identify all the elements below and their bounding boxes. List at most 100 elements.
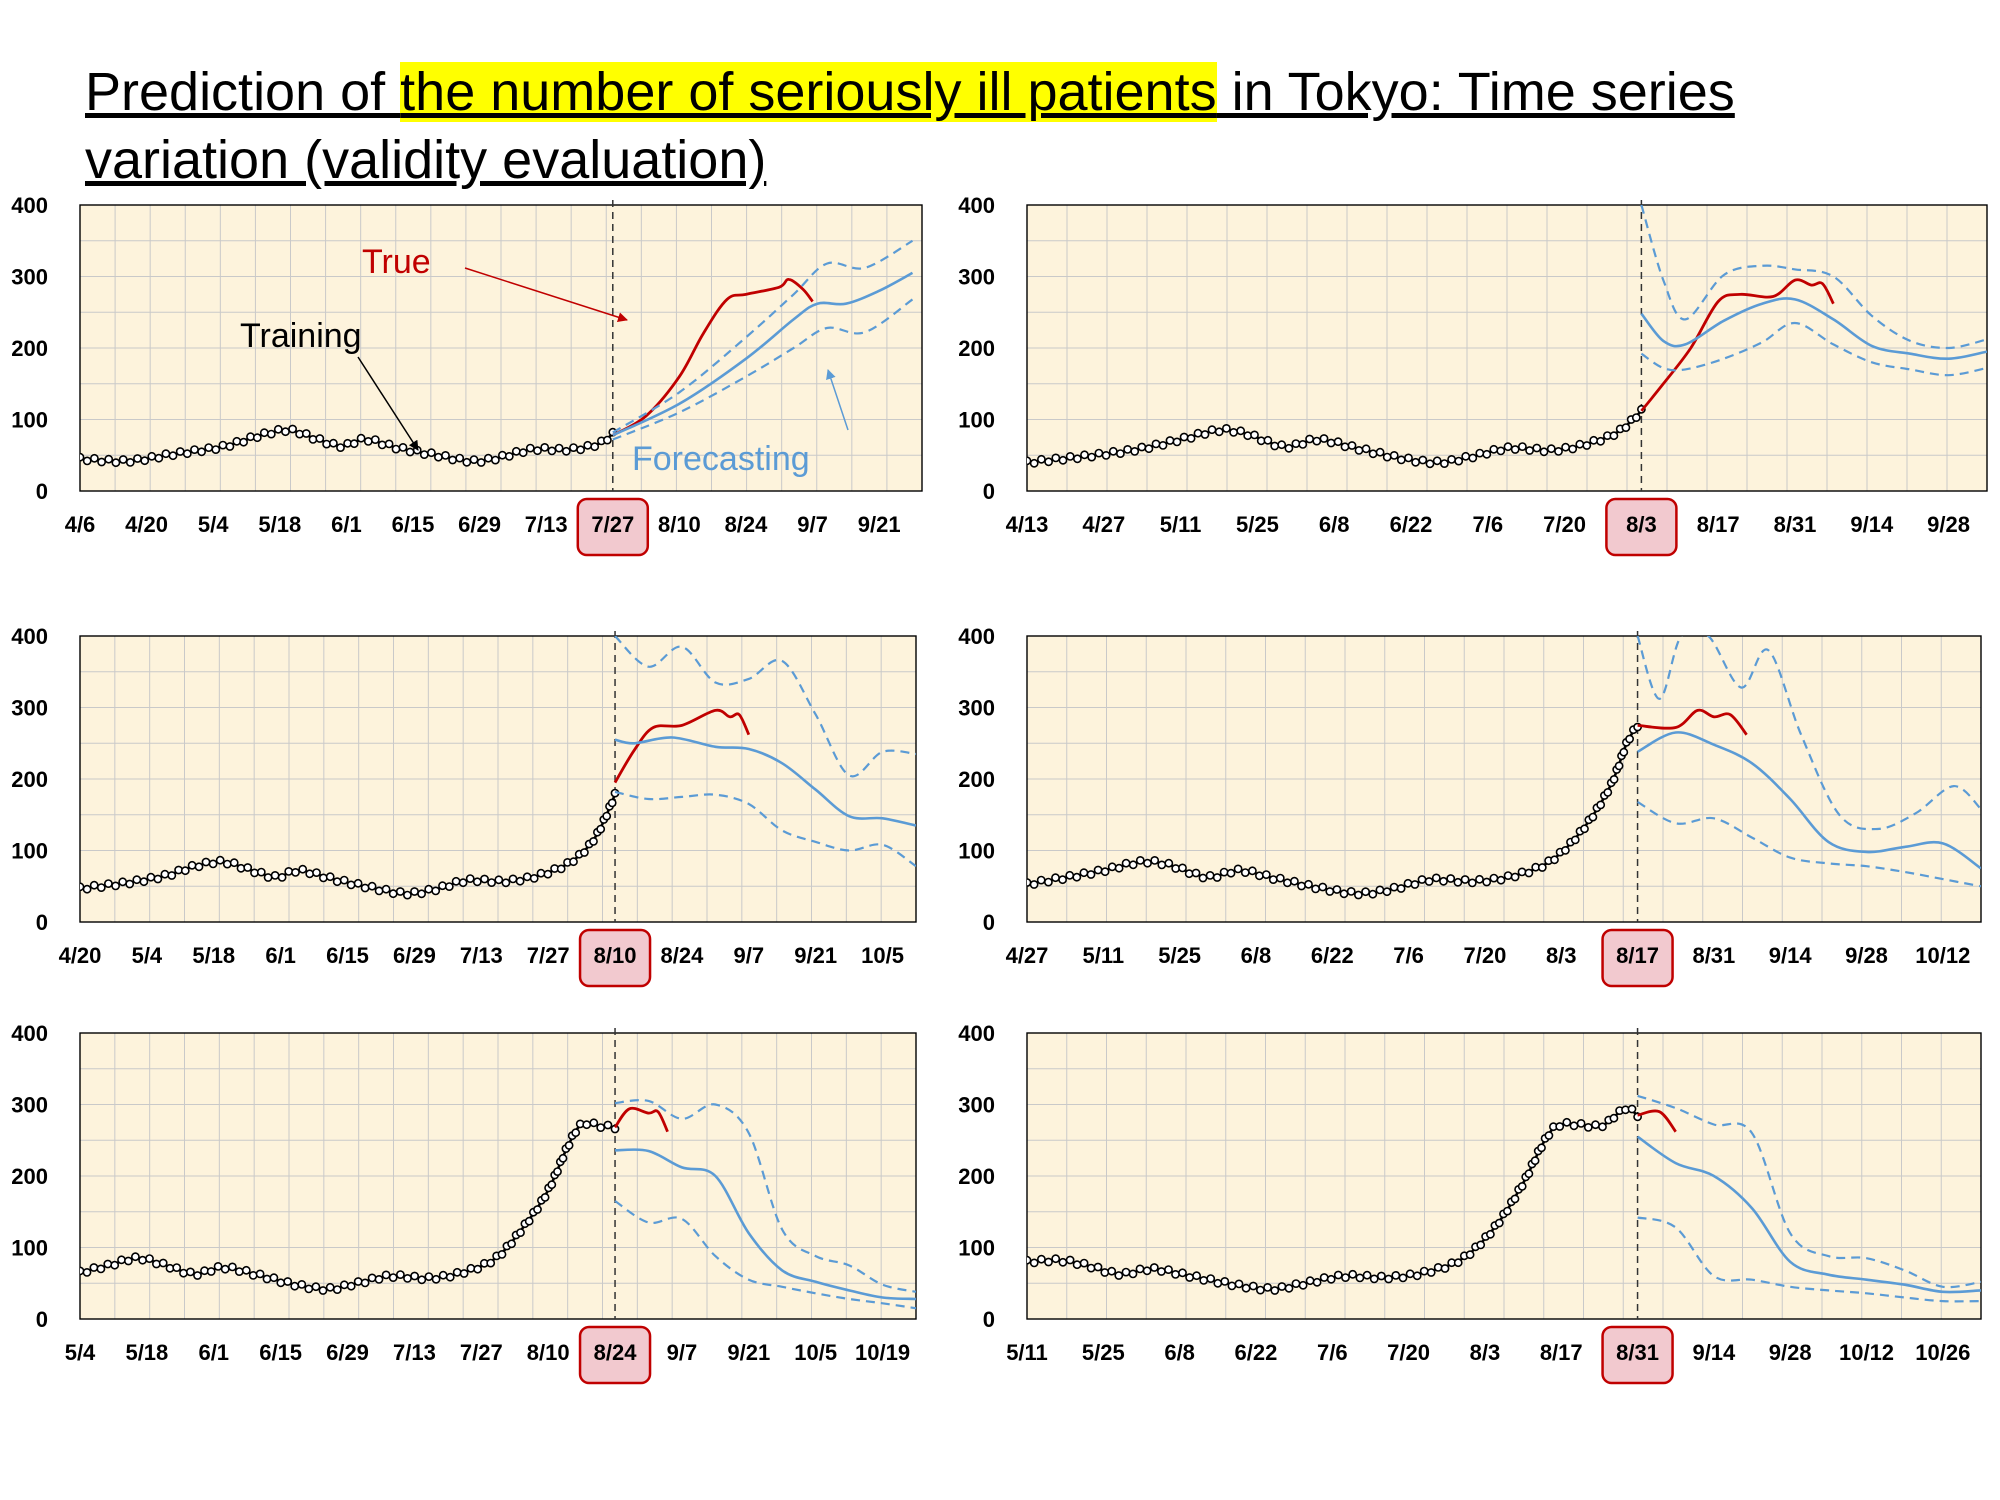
training-marker (469, 455, 479, 464)
training-marker (377, 440, 387, 450)
training-marker (175, 447, 185, 456)
training-marker (1291, 439, 1301, 448)
training-marker (1284, 1283, 1294, 1293)
training-marker (1229, 427, 1238, 437)
training-marker (1277, 1282, 1287, 1291)
training-marker (582, 1120, 592, 1130)
training-marker (1065, 870, 1075, 880)
chart-panel-5: 0 100 200 300 400 5/4 5/18 6/1 6/15 6/29 7/13 7/27 8… (11, 1021, 917, 1385)
training-marker (1248, 1281, 1258, 1291)
training-marker (318, 1286, 328, 1295)
x-tick-label: 8/17 (1540, 1340, 1583, 1365)
title-part-1: Prediction of (85, 62, 401, 122)
training-marker (325, 872, 335, 882)
training-marker (239, 437, 248, 447)
training-marker (1361, 887, 1370, 897)
training-marker (82, 456, 92, 466)
training-marker (218, 440, 228, 450)
training-marker (381, 1270, 391, 1280)
chart-panel-1: 0 100 200 300 400 4/6 4/20 5/4 5/18 6/1 6/15 6/29 7/… (11, 193, 923, 557)
training-marker (1100, 1268, 1110, 1277)
cutoff-date-label: 8/17 (1616, 943, 1659, 968)
training-marker (1614, 761, 1624, 771)
training-marker (1333, 1270, 1343, 1280)
training-marker (1562, 1117, 1572, 1127)
training-marker (262, 1274, 272, 1284)
training-marker (1486, 1229, 1495, 1239)
training-marker (1298, 439, 1308, 449)
training-marker (395, 887, 405, 896)
training-marker (1575, 439, 1585, 449)
training-marker (1248, 866, 1257, 876)
training-marker (1609, 1113, 1619, 1123)
training-marker (1432, 456, 1442, 466)
training-marker (1158, 440, 1168, 450)
training-marker (402, 890, 412, 900)
training-marker (1570, 835, 1580, 845)
training-marker (1355, 1273, 1365, 1283)
training-marker (187, 860, 197, 870)
training-marker (315, 434, 325, 443)
cutoff-date-box (576, 497, 650, 557)
training-marker (291, 868, 300, 877)
training-marker (234, 1267, 244, 1276)
x-tick-label: 10/5 (794, 1340, 837, 1365)
training-marker (1340, 442, 1350, 452)
training-marker (1396, 884, 1406, 893)
training-marker (1489, 873, 1499, 883)
training-marker (1198, 873, 1208, 883)
training-marker (564, 1141, 574, 1150)
training-marker (168, 451, 178, 461)
training-marker (1318, 882, 1328, 892)
training-marker (1510, 872, 1520, 882)
cutoff-date-box (1601, 1325, 1674, 1385)
training-marker (524, 1216, 534, 1226)
training-marker (1417, 875, 1427, 884)
training-marker (145, 1254, 154, 1263)
cutoff-date-label: 7/27 (591, 512, 634, 537)
training-marker (215, 855, 225, 865)
training-marker (473, 1264, 483, 1274)
training-marker (1051, 873, 1060, 883)
training-marker (518, 448, 528, 458)
true-line (613, 708, 751, 784)
training-marker (569, 443, 578, 452)
training-marker (125, 879, 135, 889)
training-marker (1496, 446, 1506, 456)
training-marker (455, 453, 465, 463)
training-marker (1375, 447, 1385, 457)
training-marker (1537, 1143, 1546, 1153)
training-marker (1588, 812, 1598, 822)
training-marker (211, 445, 221, 454)
training-marker (1362, 1270, 1372, 1280)
training-marker (1312, 436, 1322, 446)
training-marker (1107, 862, 1117, 872)
training-marker (1093, 1262, 1103, 1272)
training-marker (1107, 1266, 1117, 1276)
training-marker (1121, 858, 1131, 868)
training-marker (367, 1273, 377, 1283)
y-tick-label: 200 (11, 336, 48, 361)
training-marker (213, 1262, 223, 1271)
training-marker (1137, 442, 1147, 452)
training-marker (1207, 425, 1217, 435)
training-marker (405, 447, 415, 457)
cutoff-date-box (1601, 928, 1674, 988)
x-tick-label: 5/18 (258, 512, 301, 537)
training-marker (153, 874, 163, 884)
training-marker (1178, 1268, 1187, 1278)
x-tick-label: 5/4 (198, 512, 229, 537)
training-marker (1341, 1273, 1350, 1282)
y-tick-label: 200 (958, 336, 995, 361)
training-marker (288, 424, 297, 434)
training-marker (1086, 870, 1096, 879)
training-marker (487, 878, 496, 887)
y-tick-label: 200 (958, 1164, 995, 1189)
training-marker (497, 450, 507, 460)
training-marker (263, 873, 273, 882)
training-marker (536, 868, 546, 878)
training-marker (1165, 436, 1175, 445)
training-marker (384, 439, 394, 449)
x-tick-label: 4/20 (59, 943, 102, 968)
training-marker (80, 1266, 85, 1276)
